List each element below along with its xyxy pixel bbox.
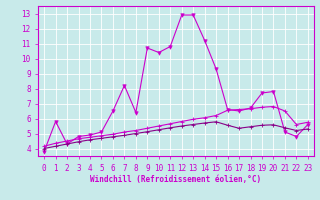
X-axis label: Windchill (Refroidissement éolien,°C): Windchill (Refroidissement éolien,°C)	[91, 175, 261, 184]
